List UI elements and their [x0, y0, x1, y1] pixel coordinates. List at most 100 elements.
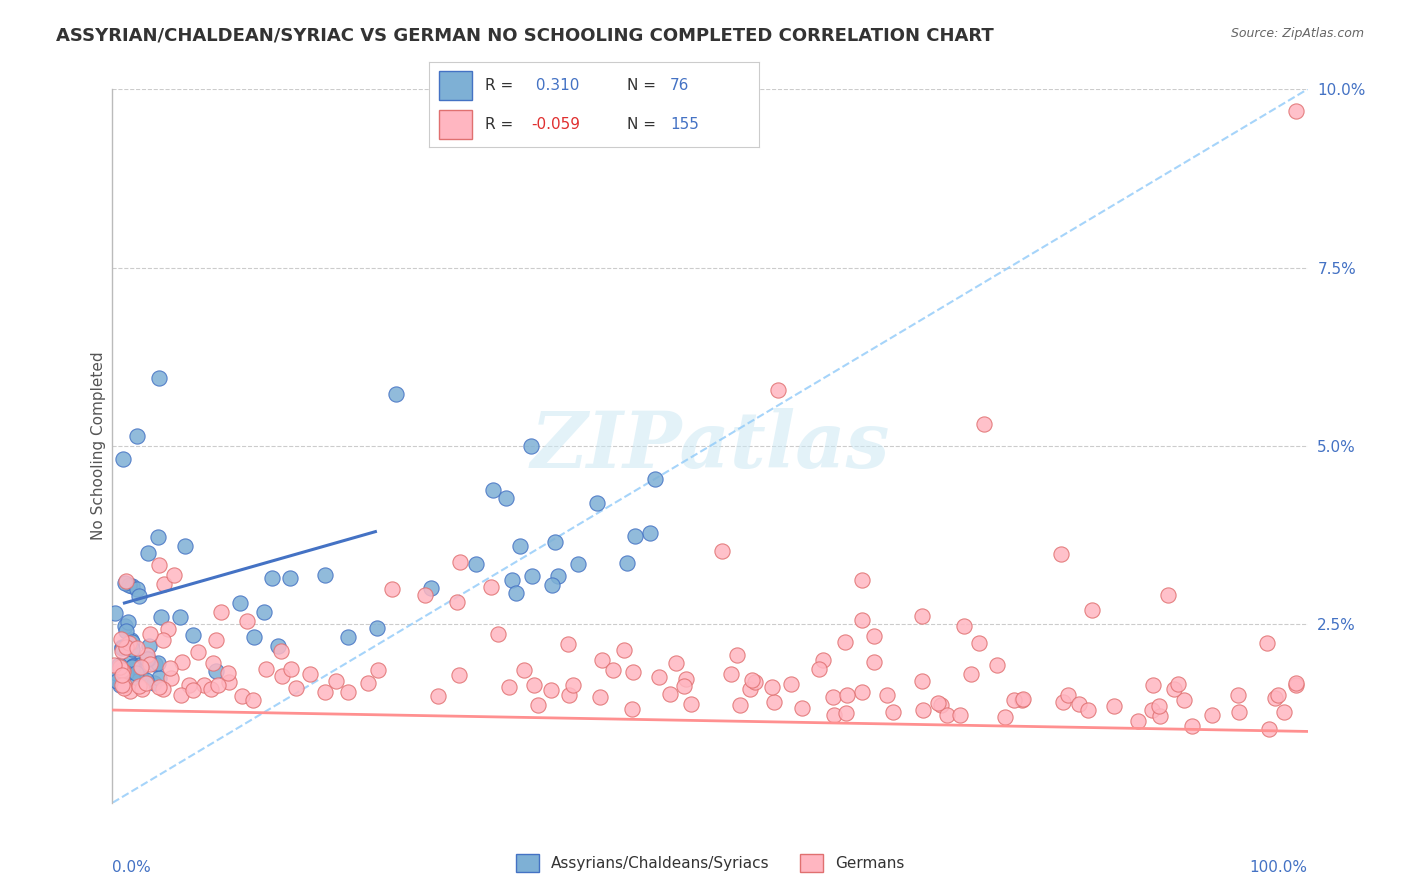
Point [104, 666, 127, 681]
Point [557, 637, 579, 651]
Point [591, 653, 613, 667]
Point [118, 684, 141, 698]
Point [111, 678, 134, 692]
Point [449, 668, 471, 682]
Point [114, 575, 136, 590]
Point [1142, 678, 1164, 692]
Point [541, 578, 564, 592]
Point [136, 652, 159, 666]
Point [254, 662, 277, 676]
Point [148, 680, 170, 694]
Point [110, 632, 132, 647]
Point [673, 679, 696, 693]
Text: 0.310: 0.310 [531, 78, 579, 93]
Point [863, 655, 886, 669]
Point [337, 630, 360, 644]
Point [115, 665, 138, 680]
Point [766, 383, 789, 397]
Point [602, 663, 624, 677]
Point [780, 677, 803, 691]
Point [193, 677, 215, 691]
Point [170, 656, 193, 670]
FancyBboxPatch shape [439, 110, 472, 139]
Point [1080, 603, 1102, 617]
Point [122, 658, 145, 673]
Point [1227, 705, 1250, 719]
Point [114, 574, 136, 589]
Point [589, 690, 612, 704]
Point [1264, 691, 1286, 706]
Point [200, 681, 222, 696]
Point [811, 653, 834, 667]
Point [209, 605, 232, 619]
Point [105, 674, 128, 689]
Point [129, 654, 152, 668]
Point [740, 681, 762, 696]
Point [314, 567, 336, 582]
Point [1149, 708, 1171, 723]
Point [720, 666, 742, 681]
Point [125, 666, 148, 681]
Point [505, 585, 527, 599]
Point [120, 656, 142, 670]
Point [111, 644, 134, 658]
Point [149, 610, 172, 624]
Text: 0.0%: 0.0% [112, 860, 152, 875]
Point [644, 472, 666, 486]
Point [519, 439, 541, 453]
Point [202, 656, 225, 670]
Point [761, 680, 783, 694]
Point [486, 627, 509, 641]
Point [1140, 703, 1163, 717]
Point [336, 684, 359, 698]
Point [876, 688, 898, 702]
Point [381, 582, 404, 596]
Point [420, 581, 443, 595]
Point [1011, 693, 1033, 707]
Point [125, 641, 148, 656]
Point [763, 695, 786, 709]
Point [148, 558, 170, 573]
Point [156, 623, 179, 637]
Point [851, 685, 873, 699]
Point [1285, 678, 1308, 692]
Point [236, 614, 259, 628]
Point [744, 675, 766, 690]
Point [413, 588, 436, 602]
Point [138, 639, 160, 653]
Point [160, 671, 183, 685]
Point [1167, 677, 1189, 691]
Point [567, 557, 589, 571]
Point [621, 665, 644, 679]
Point [1128, 714, 1150, 729]
Point [851, 613, 873, 627]
Point [146, 530, 169, 544]
Point [725, 648, 748, 662]
Point [1173, 693, 1195, 707]
Point [1102, 699, 1125, 714]
Point [834, 706, 856, 721]
Point [710, 544, 733, 558]
Point [1285, 103, 1308, 118]
Point [163, 568, 186, 582]
Point [1077, 703, 1099, 717]
Point [790, 700, 813, 714]
Point [613, 643, 636, 657]
Point [357, 675, 380, 690]
Point [367, 663, 389, 677]
Point [498, 680, 520, 694]
Point [267, 639, 290, 653]
Point [115, 624, 138, 638]
Point [114, 618, 136, 632]
Point [228, 596, 250, 610]
Point [152, 681, 174, 696]
Point [1163, 682, 1185, 697]
Point [501, 573, 523, 587]
Point [1256, 635, 1278, 649]
Text: Source: ZipAtlas.com: Source: ZipAtlas.com [1230, 27, 1364, 40]
Point [1012, 692, 1035, 706]
Point [1067, 698, 1090, 712]
Point [260, 571, 283, 585]
Point [217, 666, 239, 681]
Point [994, 710, 1017, 724]
